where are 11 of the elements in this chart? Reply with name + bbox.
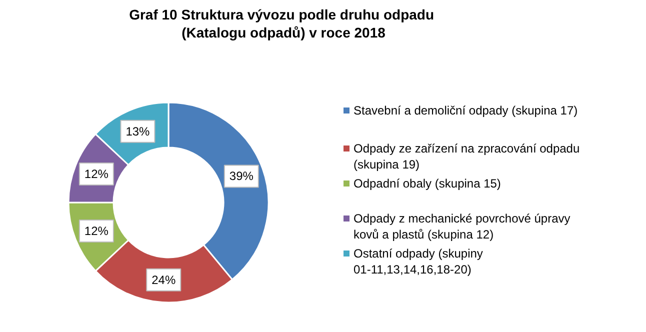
legend-label: Stavební a demoliční odpady (skupina 17) bbox=[354, 104, 578, 118]
data-label: 12% bbox=[84, 166, 109, 181]
data-label: 39% bbox=[229, 169, 254, 184]
legend-label: Odpadní obaly (skupina 15) bbox=[354, 176, 501, 190]
chart-title: Graf 10 Struktura vývozu podle druhu odpadu (Katalogu odpadů) v roce 2018 bbox=[129, 6, 434, 40]
data-label: 24% bbox=[152, 272, 176, 287]
data-label: 12% bbox=[84, 224, 109, 238]
legend-label: Odpady z mechanické povrchové úpravy kovů a plastů (skupina 12) bbox=[354, 212, 570, 242]
legend-label: Ostatní odpady (skupiny 01-11,13,14,16,18-20) bbox=[354, 246, 483, 276]
legend-label: Odpady ze zařízení na zpracování odpadu (skupina 19) bbox=[354, 142, 580, 172]
data-label: 13% bbox=[126, 124, 150, 138]
